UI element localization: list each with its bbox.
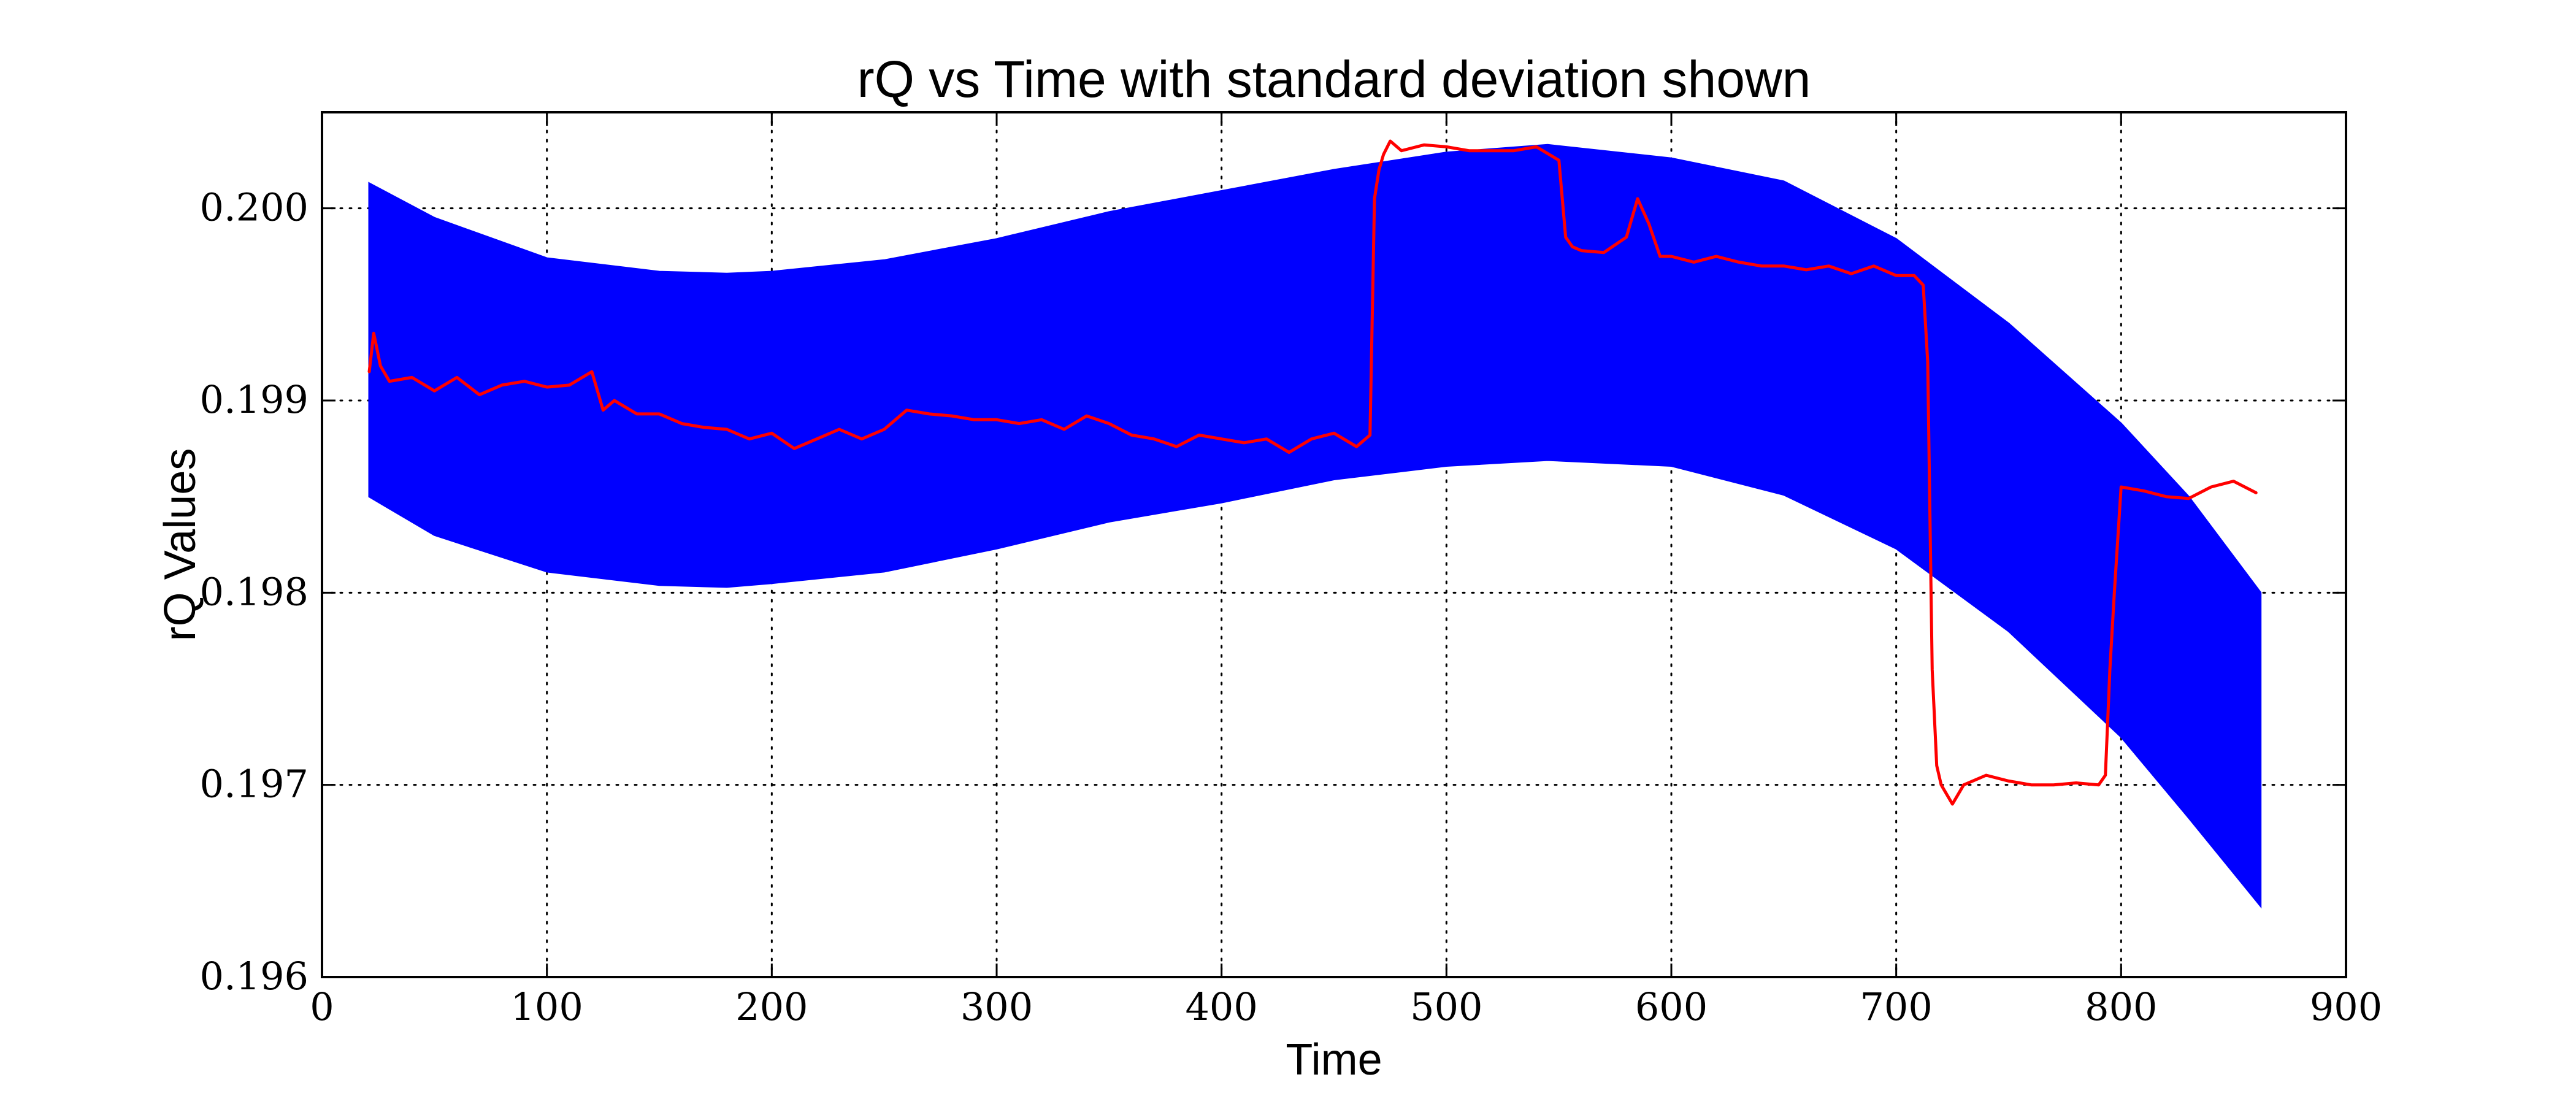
x-tick-label: 700 <box>1860 984 1932 1029</box>
x-tick-label: 600 <box>1635 984 1708 1029</box>
x-tick-label: 500 <box>1410 984 1482 1029</box>
y-tick-label: 0.199 <box>200 377 309 422</box>
x-tick-label: 800 <box>2085 984 2157 1029</box>
y-tick-label: 0.197 <box>200 762 309 807</box>
y-tick-labels: 0.196 0.197 0.198 0.199 0.200 <box>200 185 309 999</box>
chart-title: rQ vs Time with standard deviation shown <box>857 50 1811 108</box>
x-tick-label: 300 <box>960 984 1033 1029</box>
x-tick-label: 400 <box>1185 984 1257 1029</box>
y-tick-label: 0.198 <box>200 569 309 614</box>
y-tick-label: 0.196 <box>200 954 309 999</box>
std-dev-band <box>368 144 2262 909</box>
y-tick-label: 0.200 <box>200 185 309 230</box>
x-tick-labels: 0 100 200 300 400 500 600 700 800 900 <box>310 984 2382 1029</box>
rq-series <box>367 139 2258 806</box>
x-tick-label: 100 <box>510 984 583 1029</box>
rq-series-line <box>367 139 2258 806</box>
x-tick-label: 900 <box>2310 984 2382 1029</box>
x-tick-label: 200 <box>735 984 808 1029</box>
std-dev-band-area <box>368 144 2262 909</box>
x-axis-title: Time <box>1286 1035 1382 1084</box>
y-axis-title: rQ Values <box>156 448 205 642</box>
x-tick-label: 0 <box>310 984 334 1029</box>
tick-marks <box>321 112 2347 978</box>
axes-frame <box>321 111 2347 978</box>
